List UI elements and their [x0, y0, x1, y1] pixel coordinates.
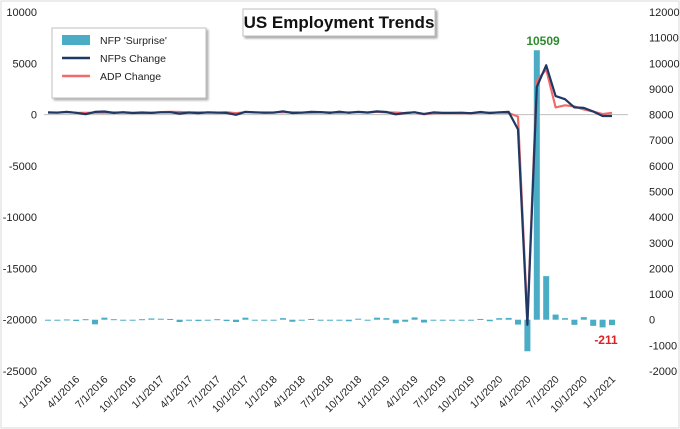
annotation-peak: 10509 — [526, 34, 560, 48]
surprise-bar — [364, 319, 371, 321]
chart-title: US Employment Trends — [244, 13, 435, 32]
surprise-bar — [176, 319, 183, 323]
surprise-bar — [82, 319, 89, 321]
surprise-bar — [524, 319, 531, 352]
surprise-bar — [195, 319, 202, 321]
right-tick-label: 10000 — [649, 58, 680, 70]
surprise-bar — [289, 319, 296, 322]
left-tick-label: 0 — [31, 110, 37, 122]
surprise-bar — [449, 319, 456, 321]
left-tick-label: -25000 — [3, 366, 37, 378]
right-tick-label: 0 — [649, 315, 655, 327]
left-axis: 10000 5000 0 -5000 -10000 -15000 -20000 -25000 — [3, 7, 37, 378]
surprise-bar — [477, 318, 484, 320]
surprise-bar — [186, 319, 192, 321]
surprise-bar — [430, 319, 437, 321]
surprise-bar — [148, 318, 155, 320]
surprise-bar — [609, 319, 615, 326]
surprise-bar — [157, 318, 164, 320]
surprise-bar — [543, 276, 550, 320]
surprise-bar — [204, 319, 211, 321]
surprise-bar — [54, 319, 61, 321]
right-axis: 1200011000100009000800070006000500040003… — [649, 7, 680, 378]
surprise-bar — [214, 319, 221, 321]
surprise-bar — [533, 50, 540, 320]
surprise-bar — [223, 319, 230, 321]
right-tick-label: 2000 — [649, 263, 673, 275]
legend-label-nfp: NFPs Change — [100, 53, 166, 65]
chart-title-box: US Employment Trends — [242, 8, 436, 37]
left-tick-label: -10000 — [3, 212, 37, 224]
legend: NFP 'Surprise' NFPs Change ADP Change — [51, 27, 207, 99]
surprise-bar — [374, 317, 380, 320]
surprise-bar — [317, 319, 324, 321]
surprise-bar — [327, 319, 333, 321]
surprise-bar — [468, 319, 474, 321]
surprise-bar — [101, 317, 108, 320]
surprise-bar — [45, 319, 51, 321]
right-tick-label: 11000 — [649, 33, 679, 45]
surprise-bar — [421, 319, 427, 323]
surprise-bar — [298, 319, 305, 321]
surprise-bar — [486, 319, 493, 322]
surprise-bar — [167, 318, 174, 320]
surprise-bar — [92, 319, 98, 325]
surprise-bar — [355, 318, 362, 320]
surprise-bar — [139, 319, 145, 321]
left-tick-label: 10000 — [6, 7, 37, 19]
surprise-bar — [242, 317, 249, 320]
right-tick-label: 1000 — [649, 289, 673, 301]
legend-label-surprise: NFP 'Surprise' — [100, 35, 167, 47]
legend-swatch-surprise — [62, 35, 90, 45]
surprise-bar — [280, 318, 286, 320]
annotation-last: -211 — [594, 333, 618, 347]
surprise-bar — [270, 319, 277, 321]
right-tick-label: 6000 — [649, 161, 673, 173]
surprise-bar — [496, 318, 503, 320]
left-tick-label: -20000 — [3, 315, 37, 327]
surprise-bar — [552, 314, 559, 320]
surprise-bar — [402, 319, 409, 322]
surprise-bars — [45, 50, 615, 352]
surprise-bar — [63, 319, 70, 321]
left-tick-label: -15000 — [3, 263, 37, 275]
right-tick-label: -2000 — [649, 366, 677, 378]
surprise-bar — [599, 319, 606, 328]
left-tick-label: -5000 — [9, 161, 37, 173]
legend-label-adp: ADP Change — [100, 71, 161, 83]
surprise-bar — [580, 317, 587, 320]
surprise-bar — [515, 319, 521, 325]
surprise-bar — [439, 319, 446, 321]
surprise-bar — [458, 319, 465, 321]
right-tick-label: 4000 — [649, 212, 673, 224]
surprise-bar — [383, 318, 390, 320]
surprise-bar — [110, 319, 117, 321]
surprise-bar — [590, 319, 597, 326]
right-tick-label: 9000 — [649, 84, 673, 96]
surprise-bar — [233, 319, 239, 323]
surprise-bar — [129, 319, 136, 321]
surprise-bar — [505, 317, 512, 320]
surprise-bar — [392, 319, 399, 324]
right-tick-label: -1000 — [649, 340, 677, 352]
right-tick-label: 12000 — [649, 7, 680, 19]
right-tick-label: 8000 — [649, 110, 673, 122]
surprise-bar — [251, 319, 258, 321]
series-lines — [47, 64, 613, 326]
left-tick-label: 5000 — [13, 58, 37, 70]
right-tick-label: 5000 — [649, 187, 673, 199]
surprise-bar — [562, 318, 568, 320]
surprise-bar — [261, 319, 268, 321]
surprise-bar — [120, 319, 127, 321]
surprise-bar — [336, 319, 343, 321]
surprise-bar — [345, 319, 352, 322]
nfp-change-line — [47, 64, 612, 326]
surprise-bar — [571, 319, 578, 325]
right-tick-label: 3000 — [649, 238, 673, 250]
surprise-bar — [308, 318, 315, 320]
surprise-bar — [73, 319, 80, 321]
surprise-bar — [411, 317, 418, 320]
right-tick-label: 7000 — [649, 135, 673, 147]
